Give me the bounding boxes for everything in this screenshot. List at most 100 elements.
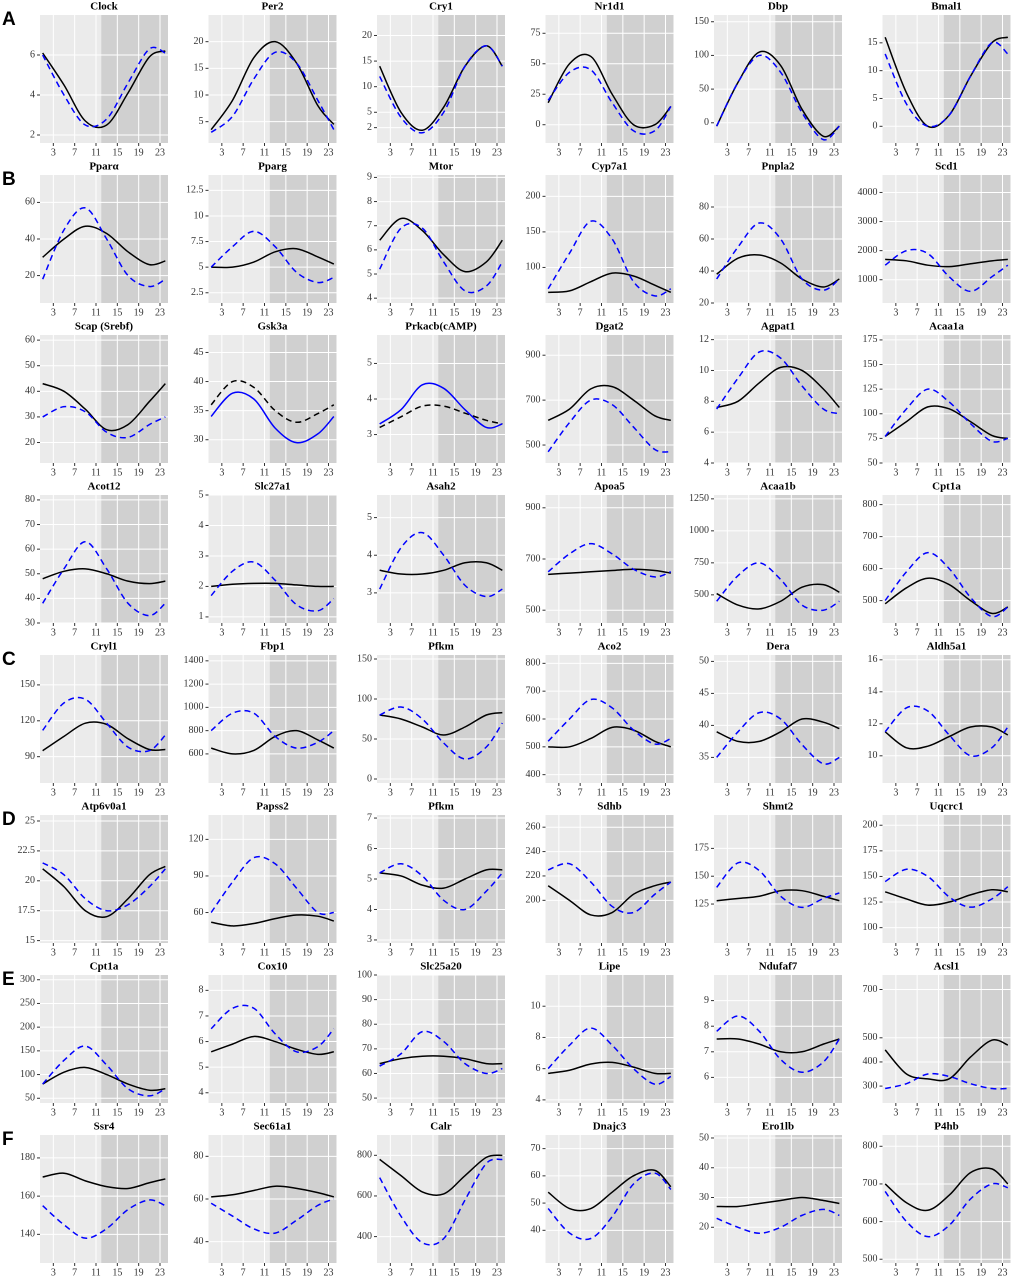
dark-phase bbox=[606, 975, 674, 1103]
y-tick-label: 4 bbox=[704, 457, 709, 468]
y-tick-label: 6 bbox=[704, 1072, 709, 1083]
y-tick-label: 0 bbox=[873, 121, 878, 132]
x-tick-label: 15 bbox=[449, 787, 459, 798]
x-tick-label: 11 bbox=[91, 307, 101, 318]
x-tick-label: 7 bbox=[746, 1267, 751, 1278]
y-tick-label: 700 bbox=[526, 394, 541, 405]
x-tick-label: 23 bbox=[155, 1107, 165, 1118]
x-tick-label: 15 bbox=[618, 947, 628, 958]
x-tick-label: 23 bbox=[492, 1267, 502, 1278]
x-tick-label: 3 bbox=[556, 1267, 561, 1278]
x-tick-label: 7 bbox=[578, 787, 583, 798]
x-tick-label: 7 bbox=[241, 947, 246, 958]
dark-phase bbox=[438, 15, 505, 143]
fit-curve bbox=[42, 1199, 166, 1239]
x-tick-label: 15 bbox=[112, 467, 122, 478]
y-tick-label: 90 bbox=[362, 994, 372, 1005]
x-tick-label: 19 bbox=[976, 1107, 986, 1118]
dark-phase bbox=[101, 495, 168, 623]
y-tick-label: 5 bbox=[367, 358, 372, 369]
dark-phase bbox=[943, 655, 1011, 783]
x-tick-label: 19 bbox=[976, 147, 986, 158]
x-tick-label: 23 bbox=[492, 947, 502, 958]
x-tick-label: 15 bbox=[618, 1267, 628, 1278]
panel-title: Cryl1 bbox=[91, 641, 118, 653]
x-tick-label: 7 bbox=[578, 627, 583, 638]
x-tick-label: 19 bbox=[302, 147, 312, 158]
y-tick-label: 60 bbox=[194, 1193, 204, 1204]
x-tick-label: 3 bbox=[219, 627, 224, 638]
x-tick-label: 19 bbox=[808, 1267, 818, 1278]
fit-curve bbox=[379, 1158, 503, 1246]
x-tick-label: 3 bbox=[219, 467, 224, 478]
y-tick-label: 175 bbox=[694, 843, 709, 854]
y-tick-label: 80 bbox=[194, 1151, 204, 1162]
x-tick-label: 19 bbox=[639, 1107, 649, 1118]
fit-curve bbox=[884, 248, 1009, 293]
x-tick-label: 11 bbox=[934, 1107, 944, 1118]
x-tick-label: 3 bbox=[893, 147, 898, 158]
y-tick-label: 125 bbox=[694, 898, 709, 909]
y-tick-label: 4 bbox=[367, 550, 372, 561]
y-tick-label: 6 bbox=[30, 49, 35, 60]
fit-curve bbox=[42, 721, 166, 752]
x-tick-label: 19 bbox=[302, 1107, 312, 1118]
x-tick-label: 19 bbox=[639, 627, 649, 638]
x-tick-label: 15 bbox=[281, 1267, 291, 1278]
y-tick-label: 800 bbox=[526, 658, 541, 669]
y-tick-label: 45 bbox=[194, 347, 204, 358]
x-tick-label: 15 bbox=[449, 1107, 459, 1118]
x-tick-label: 7 bbox=[409, 1267, 414, 1278]
y-tick-label: 3 bbox=[367, 587, 372, 598]
panel-title: Acaa1a bbox=[929, 321, 964, 333]
x-tick-label: 7 bbox=[915, 1267, 920, 1278]
panel-title: Prkacb(cAMP) bbox=[405, 321, 477, 333]
panel-title: Clock bbox=[90, 1, 118, 13]
y-tick-label: 9 bbox=[704, 995, 709, 1006]
x-tick-label: 11 bbox=[765, 467, 775, 478]
fit-curve bbox=[885, 258, 1008, 268]
x-tick-label: 3 bbox=[51, 947, 56, 958]
x-tick-label: 15 bbox=[786, 627, 796, 638]
x-tick-label: 15 bbox=[618, 787, 628, 798]
x-tick-label: 3 bbox=[556, 467, 561, 478]
x-tick-label: 3 bbox=[219, 787, 224, 798]
x-tick-label: 15 bbox=[112, 787, 122, 798]
y-tick-label: 140 bbox=[20, 1229, 35, 1240]
y-tick-label: 500 bbox=[863, 595, 878, 606]
fit-curve bbox=[379, 382, 503, 429]
x-tick-label: 19 bbox=[302, 787, 312, 798]
y-tick-label: 20 bbox=[25, 437, 35, 448]
x-tick-label: 3 bbox=[51, 307, 56, 318]
x-tick-label: 15 bbox=[281, 467, 291, 478]
y-tick-label: 2 bbox=[199, 581, 204, 592]
dark-phase bbox=[606, 175, 674, 303]
x-tick-label: 7 bbox=[409, 467, 414, 478]
x-tick-label: 11 bbox=[91, 147, 101, 158]
y-tick-label: 180 bbox=[20, 1152, 35, 1163]
y-tick-label: 2 bbox=[367, 122, 372, 133]
y-tick-label: 0 bbox=[367, 773, 372, 784]
y-tick-label: 30 bbox=[25, 411, 35, 422]
y-tick-label: 10 bbox=[194, 89, 204, 100]
x-tick-label: 11 bbox=[765, 1267, 775, 1278]
fit-curve bbox=[379, 404, 503, 429]
dark-phase bbox=[606, 335, 674, 463]
dark-phase bbox=[101, 655, 168, 783]
x-tick-label: 23 bbox=[661, 467, 671, 478]
x-tick-label: 15 bbox=[449, 307, 459, 318]
fit-curve bbox=[884, 888, 1008, 906]
x-tick-label: 7 bbox=[241, 307, 246, 318]
fit-curve bbox=[716, 365, 840, 409]
y-tick-label: 400 bbox=[863, 1056, 878, 1067]
x-tick-label: 19 bbox=[808, 147, 818, 158]
x-tick-label: 23 bbox=[998, 147, 1008, 158]
y-tick-label: 600 bbox=[189, 748, 204, 759]
y-tick-label: 4 bbox=[199, 520, 204, 531]
fit-curve bbox=[210, 1004, 335, 1054]
y-tick-label: 600 bbox=[863, 1216, 878, 1227]
fit-curve bbox=[547, 220, 672, 297]
fit-curve bbox=[547, 53, 672, 129]
y-tick-label: 300 bbox=[863, 1080, 878, 1091]
y-tick-label: 5 bbox=[367, 873, 372, 884]
